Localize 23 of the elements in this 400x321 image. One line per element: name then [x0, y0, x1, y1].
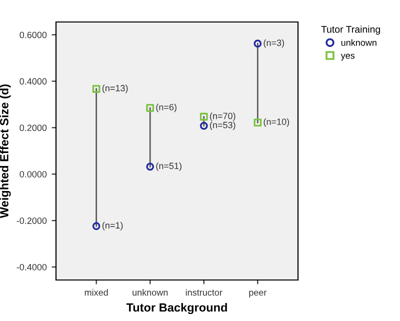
annotation: (n=70) [210, 112, 236, 121]
annotation: (n=6) [156, 104, 176, 112]
x-tick-label: mixed [84, 289, 108, 296]
x-tick-label: unknown [132, 289, 168, 296]
x-tick-label: instructor [186, 289, 222, 296]
annotation: (n=13) [102, 84, 128, 94]
annotation: (n=53) [210, 122, 236, 130]
legend-title: Tutor Training [321, 26, 380, 35]
x-tick-label: peer [249, 290, 267, 298]
annotation: (n=10) [264, 118, 290, 127]
y-tick-label: 0.6000 [20, 32, 47, 38]
y-axis-title: Weighted Effect Size (d) [0, 84, 11, 218]
y-tick-label: -0.4000 [16, 264, 47, 270]
y-tick-label: 0.2000 [20, 124, 47, 132]
y-tick-label: -0.2000 [16, 218, 47, 224]
y-tick-label: 0.4000 [20, 78, 47, 85]
x-axis-title: Tutor Background [126, 303, 227, 314]
y-tick-label: 0.0000 [20, 171, 47, 178]
legend-label: yes [340, 54, 355, 61]
annotation: (n=51) [156, 162, 182, 171]
annotation: (n=3) [264, 39, 284, 48]
legend-label: unknown [341, 39, 376, 46]
annotation: (n=1) [102, 222, 123, 230]
